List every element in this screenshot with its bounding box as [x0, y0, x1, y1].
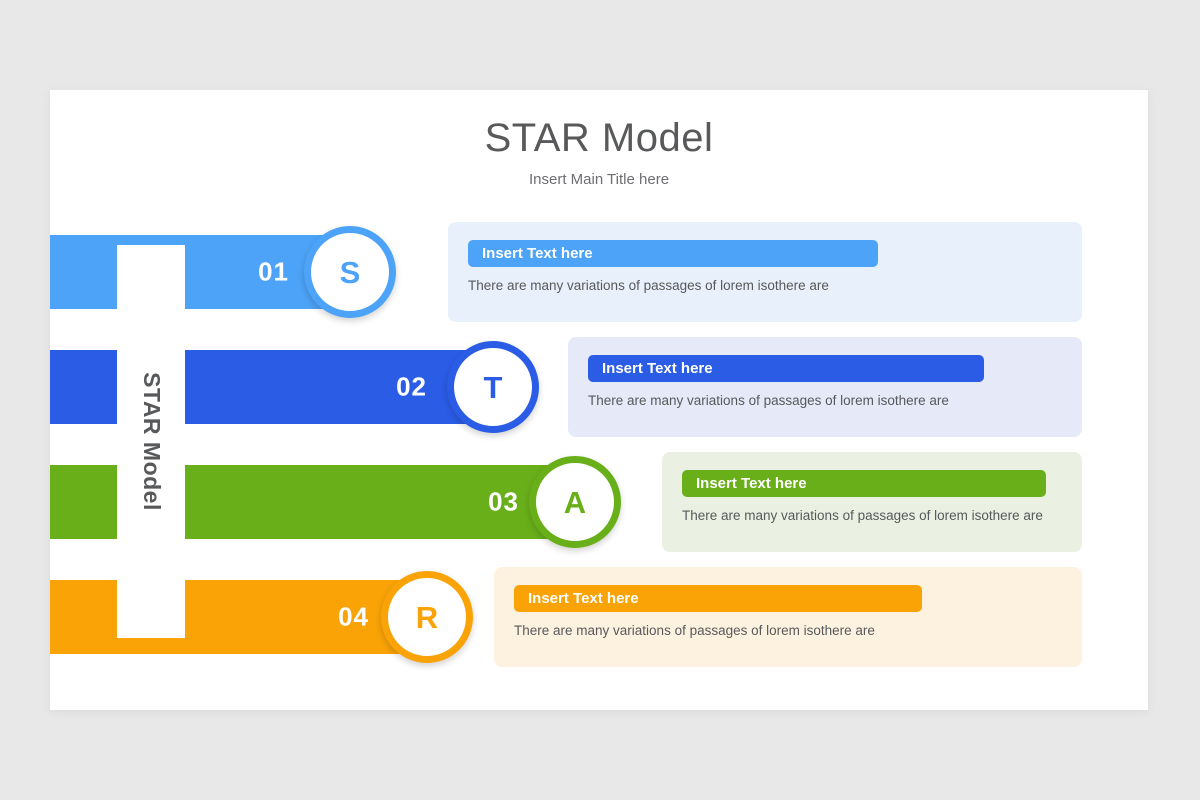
- page-title: STAR Model: [484, 116, 714, 160]
- step-number-3: 03: [488, 486, 519, 517]
- vertical-strip-label: STAR Model: [138, 372, 165, 511]
- step-bar-4[interactable]: 04: [50, 580, 425, 654]
- star-row-3: 03 A Insert Text here There are many var…: [50, 445, 1148, 560]
- step-card-2[interactable]: Insert Text here There are many variatio…: [568, 337, 1082, 437]
- step-chip-4[interactable]: Insert Text here: [514, 585, 922, 612]
- star-row-1: 01 S Insert Text here There are many var…: [50, 215, 1148, 330]
- step-badge-1[interactable]: S: [304, 226, 396, 318]
- step-card-4[interactable]: Insert Text here There are many variatio…: [494, 567, 1082, 667]
- step-number-2: 02: [396, 371, 427, 402]
- step-badge-4[interactable]: R: [381, 571, 473, 663]
- step-letter-1: S: [339, 254, 361, 290]
- vertical-strip: STAR Model: [117, 245, 185, 638]
- step-letter-3: A: [563, 484, 587, 520]
- step-number-1: 01: [258, 256, 289, 287]
- step-number-4: 04: [338, 601, 369, 632]
- step-letter-4: R: [415, 599, 439, 635]
- step-description-1: There are many variations of passages of…: [468, 278, 829, 293]
- step-chip-1[interactable]: Insert Text here: [468, 240, 878, 267]
- page-subtitle: Insert Main Title here: [528, 171, 670, 188]
- step-description-2: There are many variations of passages of…: [588, 393, 949, 408]
- star-row-4: 04 R Insert Text here There are many var…: [50, 560, 1148, 675]
- step-chip-2[interactable]: Insert Text here: [588, 355, 984, 382]
- step-badge-3[interactable]: A: [529, 456, 621, 548]
- slide-canvas: STAR Model Insert Main Title here 01 S I…: [50, 90, 1148, 710]
- step-description-4: There are many variations of passages of…: [514, 623, 875, 638]
- step-card-3[interactable]: Insert Text here There are many variatio…: [662, 452, 1082, 552]
- star-row-2: 02 T Insert Text here There are many var…: [50, 330, 1148, 445]
- slide-header: STAR Model Insert Main Title here: [50, 90, 1148, 188]
- step-card-1[interactable]: Insert Text here There are many variatio…: [448, 222, 1082, 322]
- step-bar-2[interactable]: 02: [50, 350, 483, 424]
- step-badge-2[interactable]: T: [447, 341, 539, 433]
- step-description-3: There are many variations of passages of…: [682, 508, 1043, 523]
- step-bar-1[interactable]: 01: [50, 235, 345, 309]
- step-letter-2: T: [483, 369, 503, 405]
- step-chip-3[interactable]: Insert Text here: [682, 470, 1046, 497]
